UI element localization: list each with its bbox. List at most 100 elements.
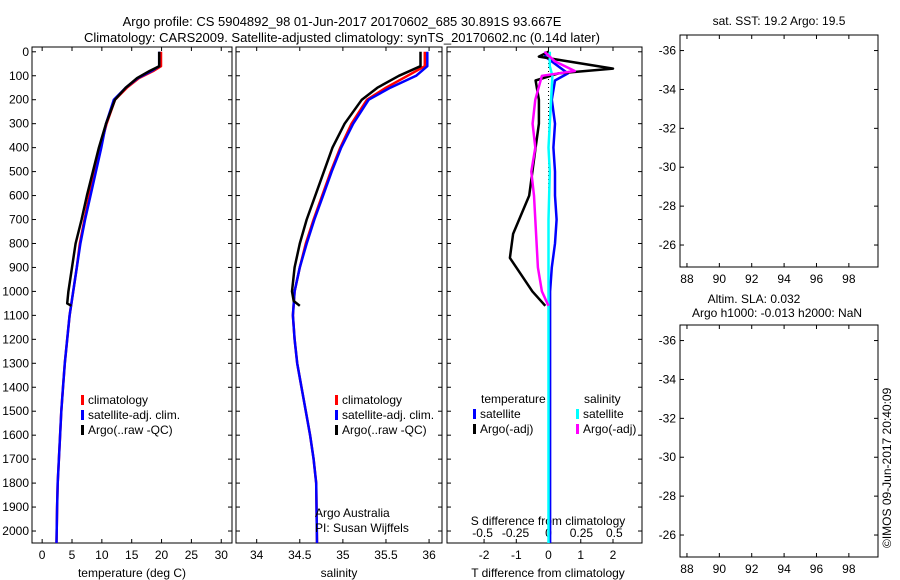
sla-map-xtick-label: 90 xyxy=(713,562,727,576)
sst-map-ytick-label: -36 xyxy=(659,44,677,58)
salinity-argo-raw-qc--line xyxy=(290,51,422,307)
s-diff-tick-label: -0.25 xyxy=(502,526,530,540)
salinity-legend-marker xyxy=(335,395,338,405)
legend-temperature-title: temperature xyxy=(481,392,546,406)
legend-temperature-marker xyxy=(473,409,476,419)
sst-map-ytick-label: -34 xyxy=(659,82,677,96)
temperature-argo-raw-qc--line xyxy=(65,51,161,307)
depth-tick-label: 1800 xyxy=(2,476,29,490)
title-line-2: Climatology: CARS2009. Satellite-adjuste… xyxy=(84,30,600,45)
depth-tick-label: 0 xyxy=(22,45,29,59)
difference-plot-frame xyxy=(446,46,643,544)
depth-tick-label: 1500 xyxy=(2,404,29,418)
salinity-satellite-adj-clim--line xyxy=(291,51,429,544)
salinity-plot-frame xyxy=(235,46,443,544)
sst-map-xtick-label: 88 xyxy=(680,272,694,286)
sla-map-xtick-label: 94 xyxy=(777,562,791,576)
depth-tick-label: 100 xyxy=(9,69,29,83)
difference-xtick-label: 2 xyxy=(610,548,617,562)
legend-temperature-label: satellite xyxy=(480,407,521,421)
sst-map-ytick-label: -30 xyxy=(659,160,677,174)
sst-map-title: sat. SST: 19.2 Argo: 19.5 xyxy=(713,14,846,28)
sla-map-xtick-label: 88 xyxy=(680,562,694,576)
temperature-legend-marker xyxy=(81,425,84,435)
salinity-legend-marker xyxy=(335,410,338,420)
sst-map-xtick-label: 94 xyxy=(777,272,791,286)
depth-tick-label: 2000 xyxy=(2,524,29,538)
difference-xtick-label: 0 xyxy=(545,548,552,562)
depth-tick-label: 1700 xyxy=(2,452,29,466)
salinity-legend-label: climatology xyxy=(342,393,402,407)
salinity-xtick-label: 35 xyxy=(336,548,350,562)
depth-tick-label: 800 xyxy=(9,236,29,250)
temperature-xtick-label: 25 xyxy=(185,548,199,562)
temperature-legend-marker xyxy=(81,395,84,405)
temperature-xtick-label: 15 xyxy=(125,548,139,562)
temperature-legend-label: climatology xyxy=(88,393,148,407)
depth-tick-label: 1200 xyxy=(2,332,29,346)
temperature-xtick-label: 10 xyxy=(95,548,109,562)
depth-tick-label: 1600 xyxy=(2,428,29,442)
salinity-legend-label: Argo(..raw -QC) xyxy=(342,423,427,437)
temperature-xlabel: temperature (deg C) xyxy=(78,566,186,580)
depth-tick-label: 1900 xyxy=(2,500,29,514)
argo-annotation: PI: Susan Wijffels xyxy=(315,521,409,535)
legend-salinity-label: Argo(-adj) xyxy=(583,422,636,436)
depth-tick-label: 500 xyxy=(9,165,29,179)
temperature-xtick-label: 0 xyxy=(39,548,46,562)
temperature-legend-label: satellite-adj. clim. xyxy=(88,408,180,422)
argo-annotation: Argo Australia xyxy=(315,506,390,520)
legend-salinity-marker xyxy=(576,424,579,434)
depth-tick-label: 1100 xyxy=(3,308,29,322)
legend-temperature-marker xyxy=(473,424,476,434)
depth-tick-label: 700 xyxy=(9,213,29,227)
salinity-climatology-line xyxy=(291,51,427,544)
temperature-satellite-adj-clim--line xyxy=(55,51,161,544)
temperature-plot-frame xyxy=(31,46,233,544)
sla-map-ytick-label: -28 xyxy=(659,489,677,503)
temperature-xtick-label: 5 xyxy=(69,548,76,562)
sla-map-frame xyxy=(679,324,879,558)
legend-temperature-label: Argo(-adj) xyxy=(480,422,533,436)
sst-map-xtick-label: 98 xyxy=(842,272,856,286)
imos-credit: ©IMOS 09-Jun-2017 20:40:09 xyxy=(880,387,894,548)
sst-map-xtick-label: 90 xyxy=(713,272,727,286)
diff-s-satellite-line xyxy=(547,51,554,543)
sla-map-subtitle: Argo h1000: -0.013 h2000: NaN xyxy=(692,306,862,320)
legend-salinity-title: salinity xyxy=(584,392,621,406)
sst-map-xtick-label: 92 xyxy=(745,272,759,286)
difference-xtick-label: -2 xyxy=(479,548,490,562)
s-diff-tick-label: 0.25 xyxy=(570,526,594,540)
sst-map-ytick-label: -28 xyxy=(659,199,677,213)
sst-map-ytick-label: -32 xyxy=(659,121,677,135)
sla-map-ytick-label: -32 xyxy=(659,411,677,425)
depth-tick-label: 1300 xyxy=(2,356,29,370)
diff-s-argo-adj--line xyxy=(530,50,577,307)
sla-map-ytick-label: -30 xyxy=(659,450,677,464)
legend-salinity-label: satellite xyxy=(583,407,624,421)
sla-map-ytick-label: -34 xyxy=(659,372,677,386)
depth-tick-label: 600 xyxy=(9,189,29,203)
salinity-xlabel: salinity xyxy=(321,566,358,580)
sla-map-title: Altim. SLA: 0.032 xyxy=(708,292,801,306)
sla-map-xtick-label: 96 xyxy=(810,562,824,576)
salinity-xtick-label: 34 xyxy=(250,548,264,562)
temperature-xtick-label: 20 xyxy=(155,548,169,562)
sst-map-ytick-label: -26 xyxy=(659,238,677,252)
s-diff-tick-label: 0.5 xyxy=(606,526,623,540)
s-diff-tick-label: -0.5 xyxy=(472,526,493,540)
sst-map-xtick-label: 96 xyxy=(810,272,824,286)
depth-tick-label: 1000 xyxy=(2,284,29,298)
title-line-1: Argo profile: CS 5904892_98 01-Jun-2017 … xyxy=(123,14,562,29)
salinity-legend-marker xyxy=(335,425,338,435)
depth-tick-label: 300 xyxy=(9,117,29,131)
salinity-xtick-label: 35.5 xyxy=(374,548,398,562)
depth-tick-label: 900 xyxy=(9,260,29,274)
temperature-legend-label: Argo(..raw -QC) xyxy=(88,423,173,437)
diff-t-argo-adj--line xyxy=(508,50,615,307)
salinity-xtick-label: 34.5 xyxy=(288,548,312,562)
sla-map-ytick-label: -36 xyxy=(659,334,677,348)
temperature-xtick-label: 30 xyxy=(215,548,229,562)
difference-xtick-label: -1 xyxy=(511,548,522,562)
